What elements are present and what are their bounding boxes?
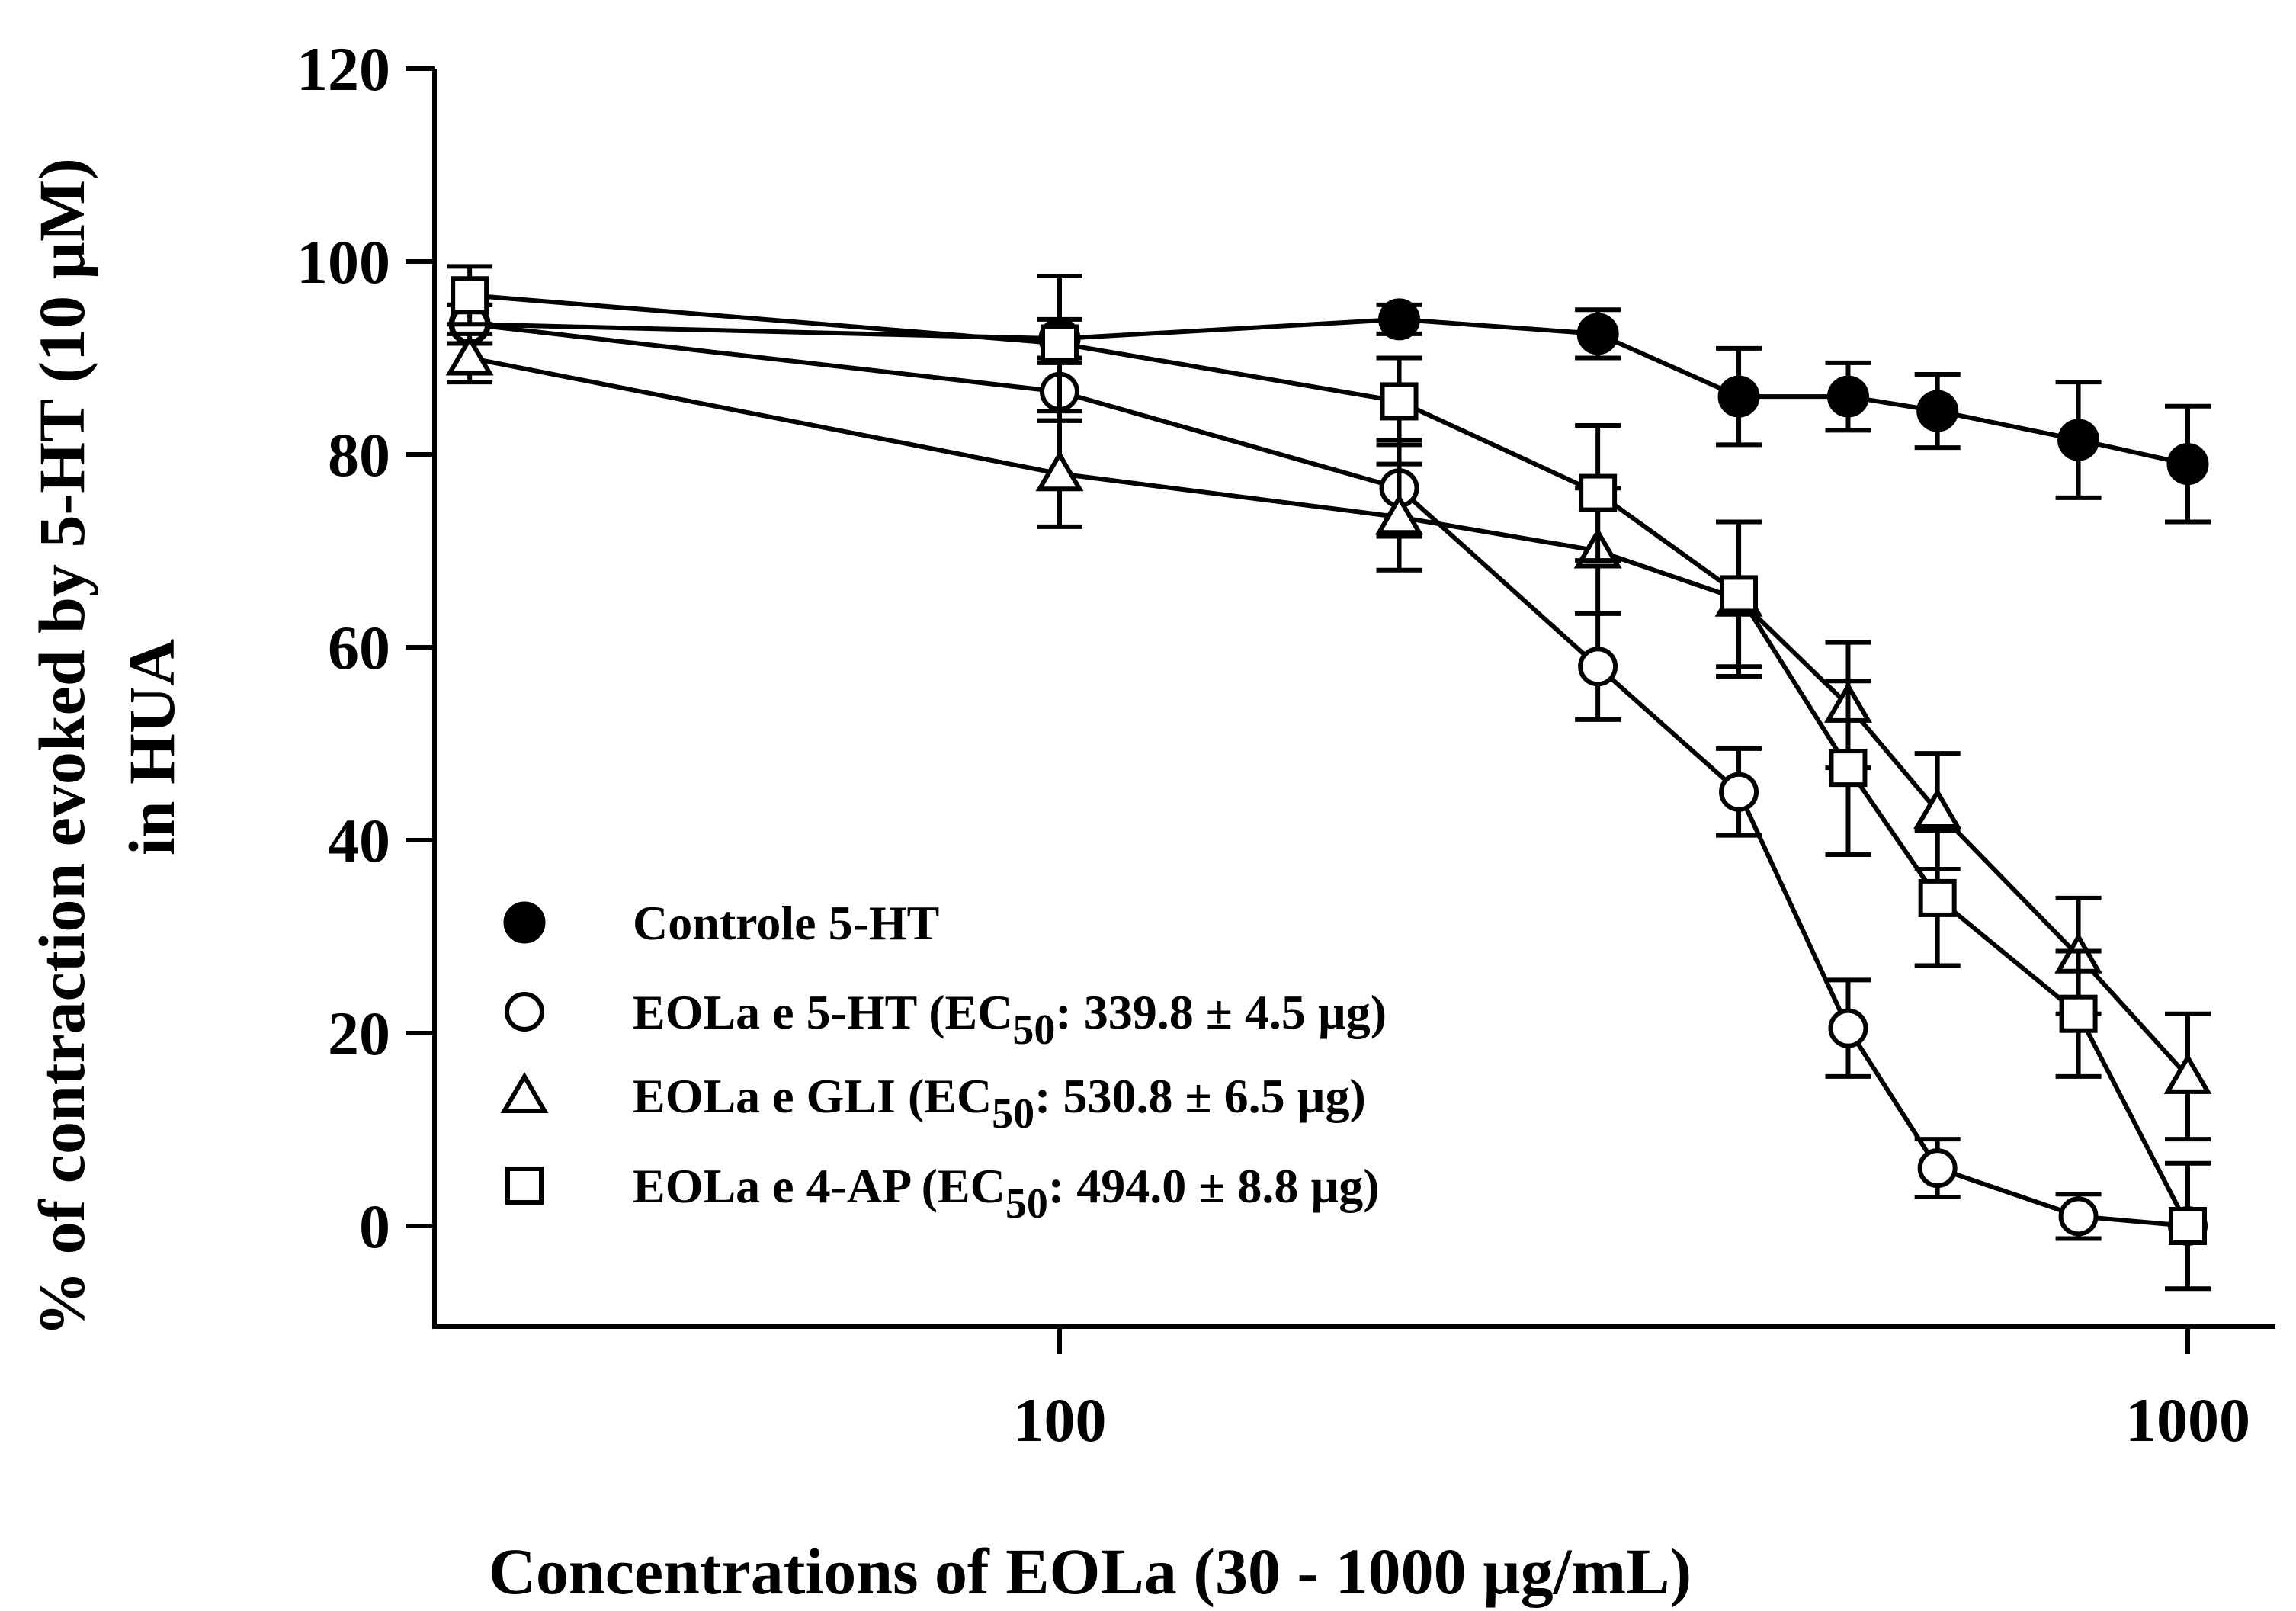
legend-ec-value: : 494.0 ± 8.8 µg <box>1048 1159 1363 1213</box>
data-point <box>1913 788 1962 830</box>
data-point <box>1375 493 1423 535</box>
legend-series-name: EOLa e GLI <box>633 1069 896 1123</box>
data-point <box>2058 1196 2099 1237</box>
data-point <box>1576 313 1619 355</box>
y-tick-label: 40 <box>328 806 390 875</box>
series-circle-filled <box>447 298 2211 525</box>
data-point <box>2169 1207 2207 1245</box>
legend-series-name: EOLa e 5-HT <box>633 985 917 1039</box>
data-point <box>1826 375 1869 418</box>
legend-paren-open: ( <box>896 1069 924 1123</box>
legend-paren-open: ( <box>916 985 944 1039</box>
data-point <box>1828 1008 1868 1048</box>
data-point <box>1916 390 1959 432</box>
legend-paren-close: ) <box>1371 985 1387 1039</box>
legend-label: EOLa e GLI (EC50: 530.8 ± 6.5 µg) <box>633 1069 1366 1138</box>
data-point <box>2163 1052 2212 1094</box>
y-tick-label: 0 <box>359 1192 390 1261</box>
legend-ec-label: EC <box>938 1159 1005 1213</box>
legend-marker <box>503 901 546 944</box>
legend-ec-subscript: 50 <box>1005 1180 1048 1228</box>
legend-paren-close: ) <box>1349 1069 1365 1123</box>
y-tick-label: 100 <box>297 227 390 297</box>
x-tick-label: 1000 <box>2125 1385 2250 1455</box>
legend-series-name: Controle 5-HT <box>633 896 939 950</box>
data-point <box>1918 878 1957 917</box>
legend-label: EOLa e 4-AP (EC50: 494.0 ± 8.8 µg) <box>633 1159 1380 1228</box>
legend-marker <box>500 1072 549 1113</box>
legend-ec-label: EC <box>924 1069 992 1123</box>
legend-item: Controle 5-HT <box>503 896 939 950</box>
y-axis-title-line2: in HUA <box>115 639 188 855</box>
legend-marker <box>505 992 544 1032</box>
data-point <box>1720 575 1759 614</box>
legend-ec-subscript: 50 <box>1012 1006 1055 1054</box>
legend-ec-label: EC <box>945 985 1013 1039</box>
legend-marker <box>505 1167 544 1205</box>
y-tick-label: 60 <box>328 613 390 682</box>
data-point <box>1378 298 1421 341</box>
legend-paren-close: ) <box>1363 1159 1379 1213</box>
legend-item: EOLa e 4-AP (EC50: 494.0 ± 8.8 µg) <box>505 1159 1380 1228</box>
legend-item: EOLa e 5-HT (EC50: 339.8 ± 4.5 µg) <box>505 985 1387 1054</box>
legend-label: Controle 5-HT <box>633 896 939 950</box>
y-tick-label: 20 <box>328 999 390 1068</box>
legend-ec-value: : 339.8 ± 4.5 µg <box>1055 985 1370 1039</box>
data-point <box>1041 324 1079 363</box>
legend-label: EOLa e 5-HT (EC50: 339.8 ± 4.5 µg) <box>633 985 1387 1054</box>
x-tick-label: 100 <box>1013 1385 1107 1455</box>
legend-item: EOLa e GLI (EC50: 530.8 ± 6.5 µg) <box>500 1069 1366 1138</box>
legend-ec-value: : 530.8 ± 6.5 µg <box>1034 1069 1349 1123</box>
legend-ec-subscript: 50 <box>992 1090 1034 1138</box>
data-point <box>1579 473 1618 512</box>
y-axis-title-line1: % of contraction evoked by 5-HT (10 µM) <box>25 158 98 1337</box>
axes <box>432 69 2275 1329</box>
series-line <box>469 355 2190 1078</box>
data-point <box>451 276 489 315</box>
data-point <box>1380 382 1419 421</box>
legend-series-name: EOLa e 4-AP <box>633 1159 911 1213</box>
data-point <box>1829 749 1868 788</box>
data-point <box>2057 419 2100 461</box>
data-point <box>1578 647 1618 687</box>
data-point <box>1917 1148 1958 1189</box>
data-point <box>2059 994 2098 1033</box>
data-point <box>1035 450 1084 492</box>
series-layer <box>445 264 2212 1292</box>
data-point <box>1717 375 1760 418</box>
data-point <box>445 334 494 376</box>
series-square-open <box>447 264 2211 1292</box>
data-point <box>1719 772 1759 812</box>
data-point <box>2166 443 2209 486</box>
y-tick-label: 120 <box>297 34 390 104</box>
legend-paren-open: ( <box>909 1159 938 1213</box>
y-ticks: 0 20 40 60 80 100 120 <box>297 34 435 1261</box>
x-ticks: 100 1000 <box>1013 1327 2250 1455</box>
x-axis-title: Concentrations of EOLa (30 - 1000 µg/mL) <box>489 1535 1692 1608</box>
y-tick-label: 80 <box>328 420 390 489</box>
